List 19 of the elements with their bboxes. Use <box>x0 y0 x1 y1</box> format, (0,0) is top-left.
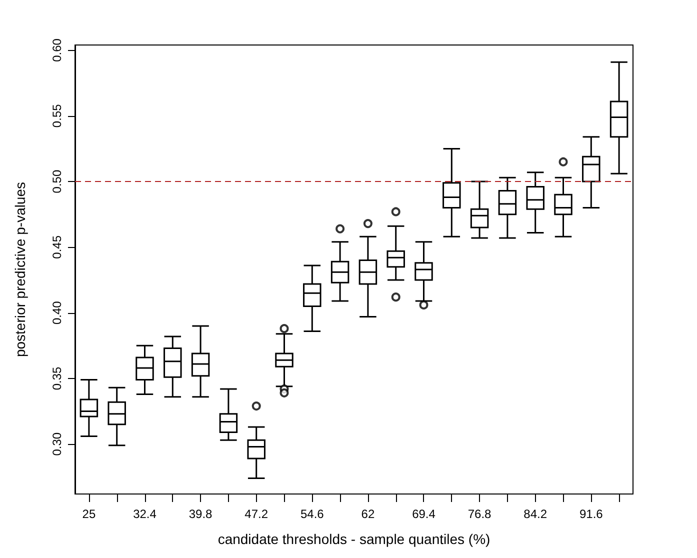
x-tick-label: 54.6 <box>300 507 324 521</box>
y-tick-label: 0.30 <box>50 432 64 456</box>
x-axis-title: candidate thresholds - sample quantiles (%) <box>218 531 490 547</box>
y-axis-title: posterior predictive p-values <box>12 182 28 358</box>
x-tick-label: 76.8 <box>468 507 492 521</box>
y-tick-label: 0.55 <box>50 104 64 128</box>
x-tick-label: 39.8 <box>188 507 213 521</box>
x-tick-label: 32.4 <box>133 507 157 521</box>
y-tick-label: 0.35 <box>50 366 64 390</box>
y-tick-label: 0.40 <box>50 300 64 325</box>
y-tick-label: 0.45 <box>50 235 64 259</box>
x-tick-label: 47.2 <box>244 507 268 521</box>
x-tick-label: 62 <box>361 507 375 521</box>
x-tick-label: 91.6 <box>579 507 604 521</box>
y-tick-label: 0.50 <box>50 170 64 194</box>
x-tick-label: 69.4 <box>412 507 436 521</box>
y-tick-label: 0.60 <box>50 38 64 62</box>
x-tick-label: 25 <box>82 507 96 521</box>
x-tick-label: 84.2 <box>524 507 548 521</box>
